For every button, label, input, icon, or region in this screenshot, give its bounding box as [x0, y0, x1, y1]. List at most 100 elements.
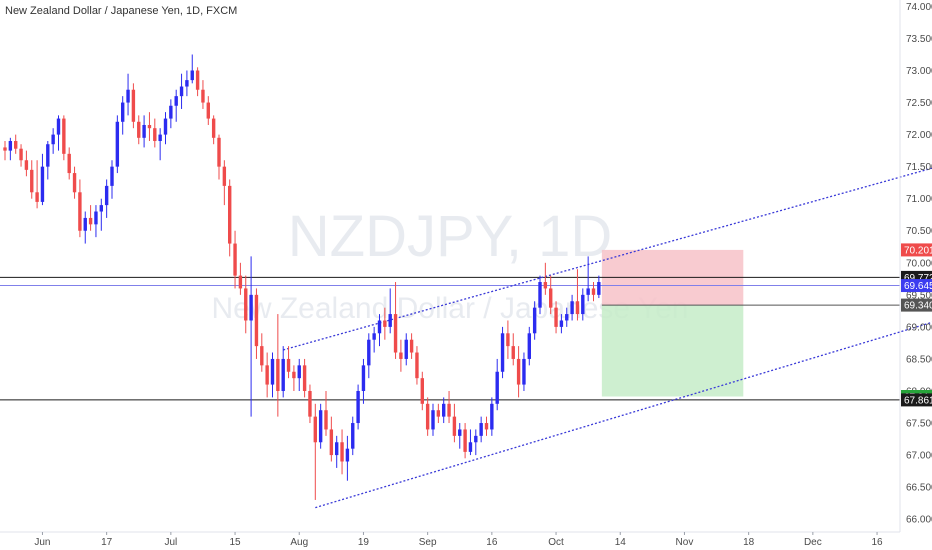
- price-tick-label: 66.500: [906, 483, 932, 494]
- candle: [447, 390, 451, 424]
- candle: [522, 352, 526, 391]
- candle: [324, 390, 328, 436]
- candle: [211, 115, 216, 145]
- time-tick-label: Oct: [548, 537, 564, 548]
- candle: [153, 118, 157, 148]
- candle: [351, 416, 355, 456]
- candle: [532, 301, 537, 340]
- candle: [228, 179, 232, 257]
- candle: [163, 112, 168, 145]
- price-tick-label: 73.500: [906, 34, 932, 45]
- candle: [222, 160, 227, 206]
- time-tick-label: Jul: [164, 537, 177, 548]
- candle: [121, 96, 125, 135]
- time-tick-label: 15: [229, 537, 241, 548]
- price-badge: 69.645: [901, 279, 932, 293]
- candle: [452, 403, 457, 443]
- candle: [24, 150, 29, 177]
- price-tick-label: 70.500: [906, 226, 932, 237]
- price-tick-label: 72.000: [906, 130, 932, 141]
- candle: [174, 89, 178, 122]
- candle: [404, 333, 408, 366]
- candle: [415, 346, 419, 385]
- candle: [361, 358, 366, 404]
- take-profit-zone[interactable]: [601, 305, 744, 397]
- candle: [484, 416, 489, 436]
- candle: [67, 147, 71, 180]
- candle: [158, 128, 162, 161]
- candle: [30, 160, 34, 199]
- time-tick-label: 16: [871, 537, 883, 548]
- candle: [8, 137, 13, 161]
- candle: [500, 326, 505, 379]
- candle: [88, 205, 93, 231]
- candle: [281, 346, 285, 398]
- price-tick-label: 69.500: [906, 290, 932, 301]
- horizontal-lines[interactable]: [0, 276, 900, 401]
- price-tick-label: 73.000: [906, 66, 932, 77]
- candle: [238, 262, 243, 295]
- candle: [538, 275, 542, 315]
- candle: [372, 326, 376, 353]
- candle: [318, 403, 323, 449]
- price-badge-label: 69.645: [904, 281, 932, 292]
- candle: [393, 282, 398, 359]
- time-tick-label: Jun: [34, 537, 50, 548]
- time-tick-label: Dec: [804, 537, 822, 548]
- candle: [345, 435, 350, 481]
- candle: [490, 397, 494, 436]
- watermark-symbol: NZDJPY, 1D: [288, 204, 612, 269]
- candle: [249, 256, 253, 417]
- time-tick-label: 18: [743, 537, 755, 548]
- candle: [367, 333, 371, 379]
- candle: [302, 358, 307, 398]
- candle: [265, 352, 269, 398]
- candle: [99, 198, 103, 231]
- candle: [35, 160, 39, 209]
- time-tick-label: 16: [486, 537, 498, 548]
- candle: [409, 333, 414, 359]
- candle: [110, 160, 114, 199]
- candle: [169, 99, 173, 129]
- candle: [244, 275, 248, 334]
- candle: [554, 301, 558, 334]
- candle: [233, 230, 237, 289]
- candle: [308, 384, 312, 424]
- time-tick-label: 17: [101, 537, 113, 548]
- candle: [286, 346, 291, 379]
- candle: [479, 416, 483, 443]
- candle: [83, 211, 87, 244]
- candle: [474, 429, 478, 456]
- price-badge: 70.201: [901, 243, 932, 257]
- trend-channel[interactable]: [283, 164, 932, 509]
- channel-upper-line[interactable]: [283, 164, 932, 351]
- candle: [62, 115, 66, 161]
- time-tick-label: 19: [358, 537, 370, 548]
- time-tick-label: Nov: [676, 537, 694, 548]
- chart-title: New Zealand Dollar / Japanese Yen, 1D, F…: [5, 5, 237, 17]
- time-tick-label: 14: [615, 537, 627, 548]
- price-badge-label: 69.340: [904, 301, 932, 312]
- price-tick-label: 68.500: [906, 354, 932, 365]
- candle: [597, 275, 601, 299]
- time-axis[interactable]: Jun 17 Jul 15 Aug 19 Sep 16 Oct 14 Nov 18 Dec 16: [34, 532, 883, 548]
- candle: [190, 54, 194, 84]
- candle: [399, 339, 403, 372]
- candle: [206, 96, 210, 125]
- price-badge-label: 67.861: [904, 395, 932, 406]
- candle: [575, 269, 580, 321]
- candle: [516, 346, 521, 398]
- channel-lower-line[interactable]: [315, 318, 932, 509]
- candle: [115, 115, 120, 174]
- candle: [495, 358, 499, 411]
- price-tick-label: 67.000: [906, 451, 932, 462]
- candle: [442, 397, 446, 424]
- candle: [147, 112, 152, 142]
- candle: [543, 262, 548, 295]
- candle: [581, 288, 585, 321]
- candle: [313, 403, 317, 500]
- candle: [142, 115, 146, 148]
- price-badge-label: 70.201: [904, 245, 932, 256]
